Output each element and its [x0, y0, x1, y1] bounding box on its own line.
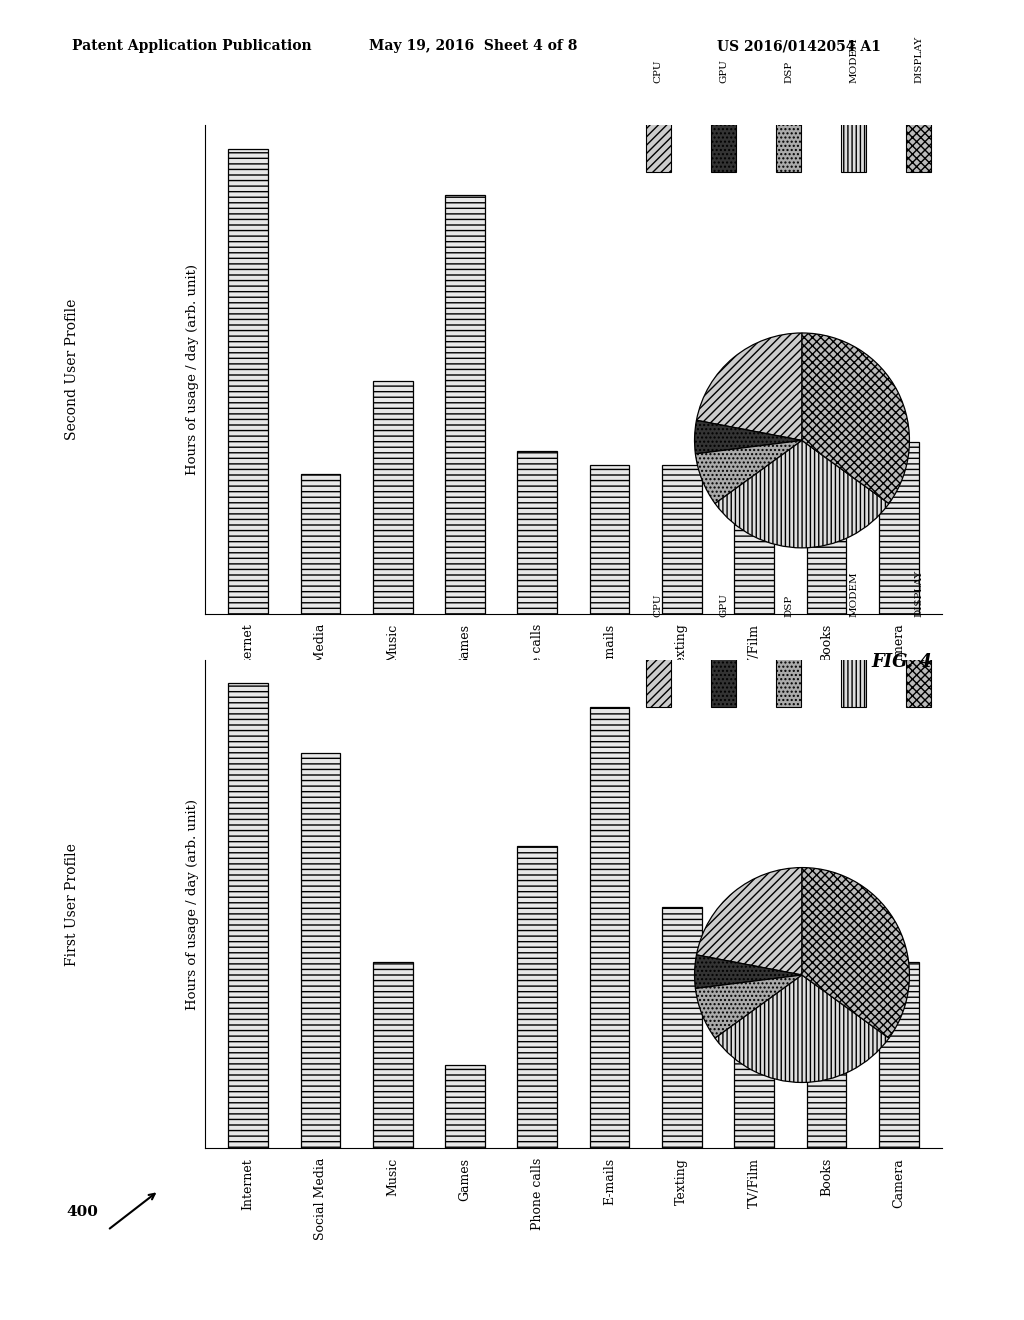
Bar [776, 651, 801, 706]
Text: Patent Application Publication: Patent Application Publication [72, 40, 311, 53]
Bar [711, 651, 736, 706]
Text: 400: 400 [67, 1205, 98, 1218]
Bar [301, 752, 340, 1148]
Bar [373, 962, 413, 1148]
Wedge shape [695, 441, 802, 503]
Y-axis label: Hours of usage / day (arb. unit): Hours of usage / day (arb. unit) [186, 799, 200, 1010]
Text: CPU: CPU [654, 59, 663, 83]
Wedge shape [696, 333, 802, 441]
Text: GPU: GPU [719, 58, 728, 83]
Bar [590, 465, 630, 614]
Text: Second User Profile: Second User Profile [66, 298, 79, 441]
Bar [445, 195, 485, 614]
Text: FIG. 4: FIG. 4 [871, 653, 932, 672]
Y-axis label: Hours of usage / day (arb. unit): Hours of usage / day (arb. unit) [186, 264, 200, 475]
Bar [841, 651, 866, 706]
Wedge shape [694, 954, 802, 989]
Text: DISPLAY: DISPLAY [914, 570, 923, 618]
Text: MODEM: MODEM [849, 37, 858, 83]
Bar [445, 1065, 485, 1148]
Bar [734, 451, 774, 614]
Bar [906, 116, 931, 172]
Text: CPU: CPU [654, 594, 663, 618]
Wedge shape [696, 867, 802, 975]
Text: MODEM: MODEM [849, 572, 858, 618]
Wedge shape [694, 420, 802, 454]
Bar [807, 1060, 846, 1148]
Wedge shape [715, 441, 889, 548]
Wedge shape [715, 975, 889, 1082]
Wedge shape [695, 975, 802, 1038]
Text: DISPLAY: DISPLAY [914, 36, 923, 83]
Bar [879, 442, 919, 614]
Text: US 2016/0142054 A1: US 2016/0142054 A1 [717, 40, 881, 53]
Text: DSP: DSP [784, 595, 793, 618]
Bar [590, 706, 630, 1148]
Bar [646, 651, 671, 706]
Text: DSP: DSP [784, 61, 793, 83]
Text: First User Profile: First User Profile [66, 842, 79, 966]
Text: GPU: GPU [719, 593, 728, 618]
Bar [879, 962, 919, 1148]
Bar [734, 1041, 774, 1148]
Bar [711, 116, 736, 172]
Wedge shape [802, 333, 909, 503]
Bar [776, 116, 801, 172]
Bar [517, 846, 557, 1148]
Bar [906, 651, 931, 706]
Bar [228, 684, 268, 1148]
Bar [807, 474, 846, 614]
Wedge shape [802, 867, 909, 1038]
Bar [646, 116, 671, 172]
Bar [517, 451, 557, 614]
Bar [662, 907, 701, 1148]
Bar [228, 149, 268, 614]
Bar [301, 474, 340, 614]
Bar [662, 465, 701, 614]
Bar [841, 116, 866, 172]
Bar [373, 381, 413, 614]
Text: May 19, 2016  Sheet 4 of 8: May 19, 2016 Sheet 4 of 8 [369, 40, 577, 53]
